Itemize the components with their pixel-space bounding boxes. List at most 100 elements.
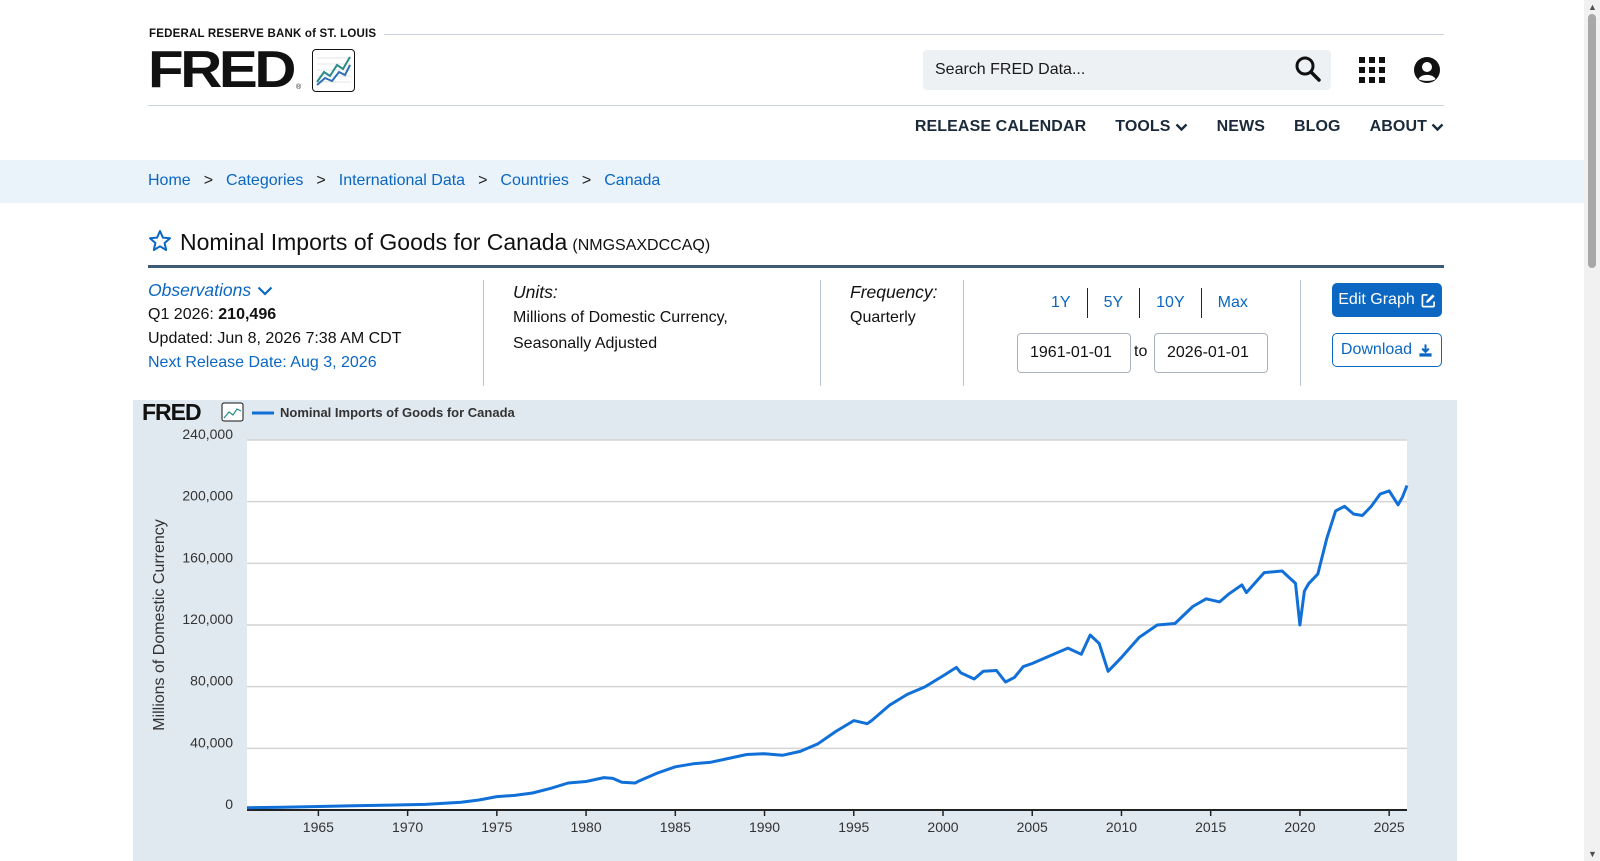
nav-news[interactable]: NEWS (1217, 118, 1265, 136)
x-tick-label: 1965 (303, 819, 334, 835)
nav-label: ABOUT (1369, 118, 1427, 135)
series-id: (NMGSAXDCCAQ) (572, 237, 711, 254)
search-button[interactable] (1293, 55, 1323, 85)
scroll-down-arrow-icon[interactable]: ▼ (1588, 849, 1597, 859)
range-max-button[interactable]: Max (1217, 294, 1248, 311)
chart-logo-graph-line (223, 408, 242, 419)
chart-fred-logo[interactable]: FRED (142, 400, 244, 425)
x-tick-label: 1980 (570, 819, 601, 835)
units-label: Units: (513, 282, 558, 302)
breadcrumb-separator: > (478, 172, 488, 189)
header-top-divider (384, 34, 1444, 35)
units-line-1: Millions of Domestic Currency, (513, 309, 728, 326)
x-tick-label: 2015 (1195, 819, 1226, 835)
y-tick-label: 40,000 (190, 734, 233, 750)
edit-graph-button[interactable]: Edit Graph (1332, 283, 1442, 317)
chevron-down-icon (1175, 123, 1187, 131)
nav-label: BLOG (1293, 118, 1341, 135)
edit-graph-label: Edit Graph (1338, 291, 1415, 308)
end-date-input[interactable] (1154, 333, 1268, 373)
series-title-row: Nominal Imports of Goods for Canada (NMG… (148, 226, 710, 256)
x-axis-tick-labels: 1965 1970 1975 1980 1985 1990 1995 2000 2005 2010… (303, 810, 1405, 835)
chart-panel: FRED Nominal Imports of Goods for Canada… (133, 400, 1457, 861)
observations-column: Observations Q1 2026: 210,496 Updated: J… (148, 280, 401, 386)
main-nav: RELEASE CALENDAR TOOLS NEWS BLOG ABOUT (915, 118, 1444, 136)
fred-logo-graph-icon[interactable] (312, 49, 355, 92)
y-tick-label: 240,000 (182, 426, 233, 442)
breadcrumb: Home > Categories > International Data >… (148, 172, 660, 190)
nav-about[interactable]: ABOUT (1370, 118, 1444, 136)
breadcrumb-canada[interactable]: Canada (604, 172, 661, 189)
series-line[interactable] (246, 484, 1409, 810)
download-button[interactable]: Download (1332, 333, 1442, 367)
breadcrumb-separator: > (316, 172, 326, 189)
nav-tools[interactable]: TOOLS (1115, 118, 1187, 136)
site-header: FEDERAL RESERVE BANK of ST. LOUIS FRED ® (148, 28, 1444, 168)
nav-label: NEWS (1216, 118, 1265, 135)
units-line-2: Seasonally Adjusted (513, 335, 658, 352)
y-tick-label: 120,000 (182, 611, 233, 627)
download-label: Download (1340, 341, 1413, 358)
x-tick-label: 1970 (392, 819, 423, 835)
title-divider (148, 265, 1444, 268)
date-range-presets: 1Y 5Y 10Y Max (1035, 288, 1264, 318)
breadcrumb-home[interactable]: Home (148, 172, 191, 189)
latest-observation: Q1 2026: 210,496 (148, 303, 401, 327)
chart-svg[interactable]: FRED Nominal Imports of Goods for Canada… (133, 400, 1457, 861)
y-axis-tick-labels: 0 40,000 80,000 120,000 160,000 200,000 240,00… (182, 426, 233, 812)
breadcrumb-countries[interactable]: Countries (500, 172, 569, 189)
x-tick-label: 2000 (927, 819, 958, 835)
account-user-icon[interactable] (1413, 56, 1441, 84)
chevron-down-icon (1431, 123, 1444, 131)
scrollbar-thumb[interactable] (1588, 14, 1596, 268)
search-box (923, 50, 1331, 90)
gridlines (247, 439, 1407, 750)
range-5y-button[interactable]: 5Y (1088, 288, 1141, 318)
y-tick-label: 160,000 (182, 549, 233, 565)
page-title: Nominal Imports of Goods for Canada (180, 229, 568, 255)
x-tick-label: 1975 (481, 819, 512, 835)
latest-value: 210,496 (218, 306, 277, 323)
breadcrumb-separator: > (581, 172, 592, 189)
download-icon (1419, 343, 1432, 357)
units-column: Units: Millions of Domestic Currency, Se… (513, 280, 728, 386)
start-date-input[interactable] (1017, 333, 1131, 373)
legend-label: Nominal Imports of Goods for Canada (280, 405, 516, 420)
breadcrumb-categories[interactable]: Categories (226, 172, 304, 189)
search-icon (1295, 56, 1321, 82)
breadcrumb-bar: Home > Categories > International Data >… (0, 160, 1584, 203)
next-release-link[interactable]: Next Release Date: Aug 3, 2026 (148, 354, 377, 371)
frequency-label: Frequency: (850, 282, 938, 302)
apps-grid-icon[interactable] (1358, 56, 1386, 84)
range-1y-button[interactable]: 1Y (1035, 288, 1088, 318)
latest-period: Q1 2026: (148, 306, 214, 323)
x-tick-label: 1985 (660, 819, 691, 835)
nav-label: TOOLS (1115, 118, 1171, 135)
column-divider (483, 280, 484, 386)
x-tick-label: 2010 (1106, 819, 1137, 835)
x-tick-label: 2005 (1017, 819, 1048, 835)
breadcrumb-international-data[interactable]: International Data (338, 172, 466, 189)
observations-toggle[interactable]: Observations (148, 280, 401, 301)
updated-timestamp: Updated: Jun 8, 2026 7:38 AM CDT (148, 330, 402, 347)
x-tick-label: 2020 (1284, 819, 1315, 835)
x-tick-label: 1990 (749, 819, 780, 835)
scroll-up-arrow-icon[interactable]: ▲ (1588, 2, 1597, 12)
chart-logo-graph-icon (221, 402, 244, 422)
breadcrumb-separator: > (203, 172, 214, 189)
search-input[interactable] (923, 50, 1283, 90)
x-tick-label: 1995 (838, 819, 869, 835)
range-10y-button[interactable]: 10Y (1140, 288, 1202, 318)
to-label: to (1134, 343, 1148, 360)
x-tick-label: 2025 (1374, 819, 1405, 835)
nav-release-calendar[interactable]: RELEASE CALENDAR (915, 118, 1086, 136)
y-tick-label: 80,000 (190, 673, 233, 689)
y-axis-label: Millions of Domestic Currency (151, 519, 168, 731)
fred-logo-wordmark[interactable]: FRED (148, 41, 296, 99)
frequency-value: Quarterly (850, 309, 916, 326)
nav-blog[interactable]: BLOG (1294, 118, 1341, 136)
favorite-star-icon[interactable] (148, 229, 172, 253)
vertical-scrollbar[interactable]: ▲ ▼ (1584, 0, 1600, 861)
registered-mark: ® (296, 84, 302, 91)
